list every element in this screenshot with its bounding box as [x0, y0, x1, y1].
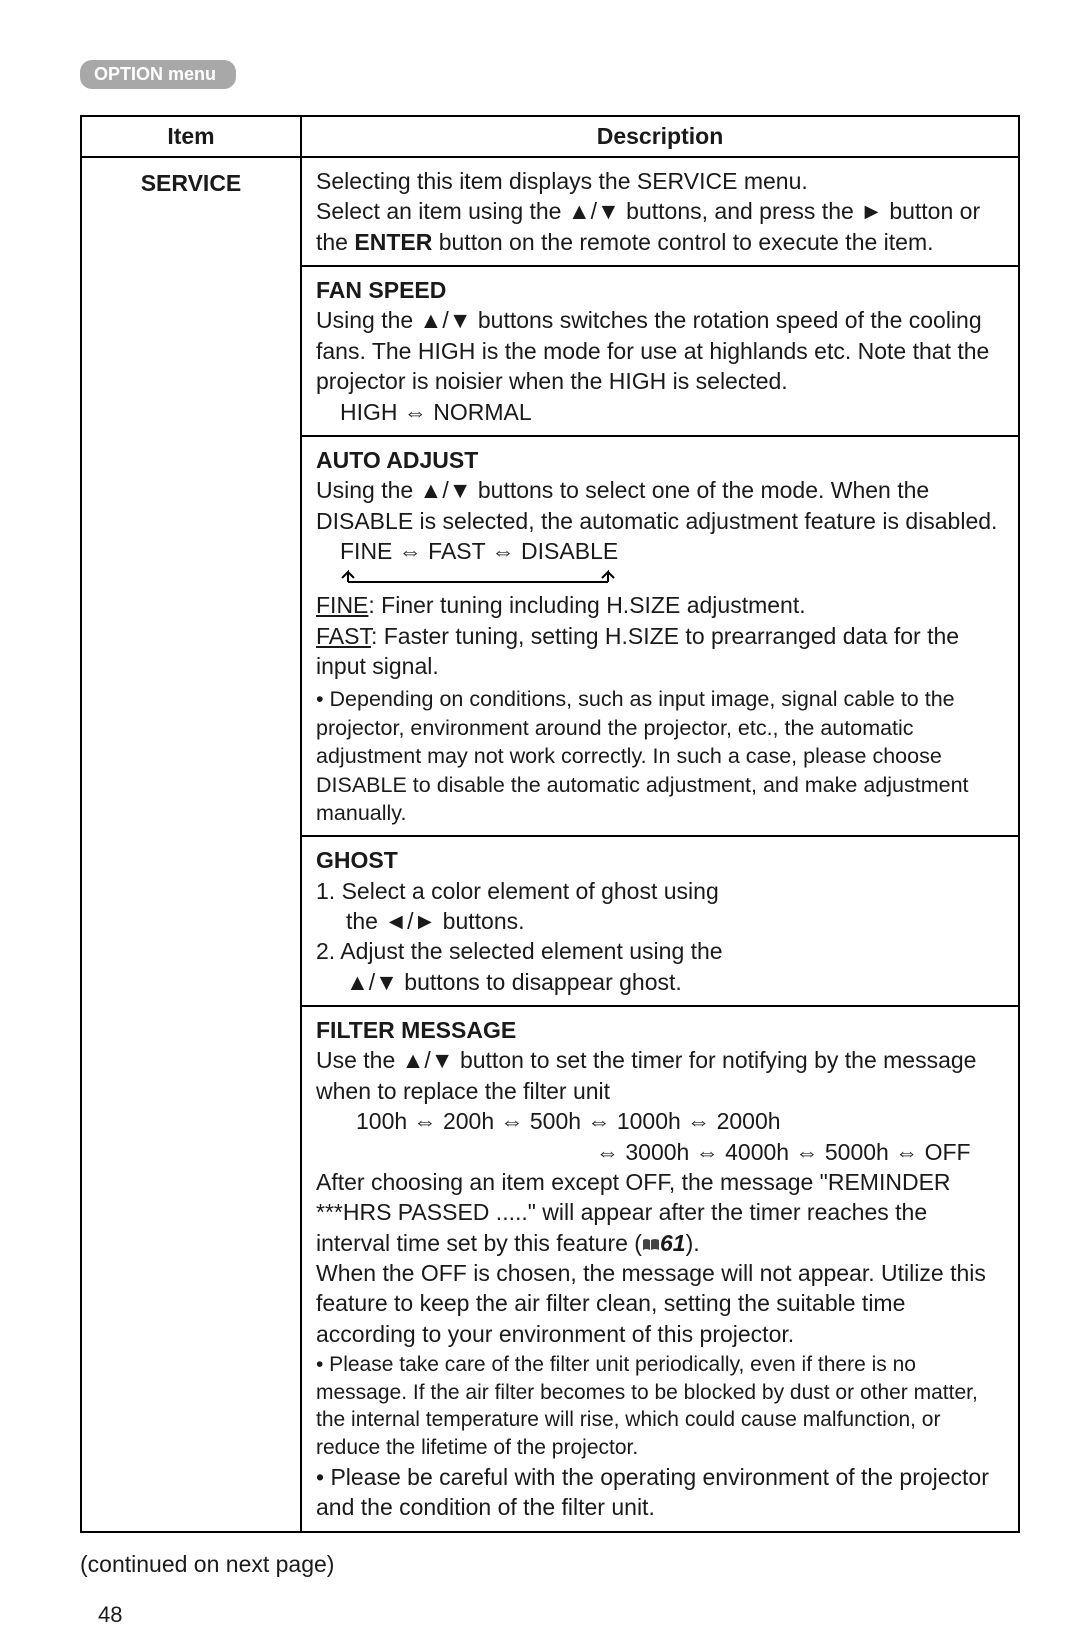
auto-adjust-modes: FINE ⇔ FAST ⇔ DISABLE	[316, 536, 1004, 566]
auto-adjust-body1: Using the ▲/▼ buttons to select one of t…	[316, 475, 1004, 536]
filter-options-line2: ⇔ 3000h ⇔ 4000h ⇔ 5000h ⇔ OFF	[316, 1137, 1004, 1167]
fan-speed-section: FAN SPEED Using the ▲/▼ buttons switches…	[302, 267, 1018, 437]
intro-line1: Selecting this item displays the SERVICE…	[316, 168, 808, 194]
filter-body2b: ).	[686, 1230, 700, 1256]
ghost-line1b: the ◄/► buttons.	[316, 906, 1004, 936]
description-cell: Selecting this item displays the SERVICE…	[301, 157, 1019, 1532]
filter-body1: Use the ▲/▼ button to set the timer for …	[316, 1045, 1004, 1106]
auto-fine-line: FINE: Finer tuning including H.SIZE adju…	[316, 590, 1004, 620]
page-number: 48	[98, 1602, 1020, 1628]
auto-adjust-title: AUTO ADJUST	[316, 445, 1004, 475]
continued-label: (continued on next page)	[80, 1551, 1020, 1578]
ghost-line2: 2. Adjust the selected element using the	[316, 936, 1004, 966]
filter-message-section: FILTER MESSAGE Use the ▲/▼ button to set…	[302, 1007, 1018, 1531]
enter-label: ENTER	[354, 229, 432, 255]
fine-text: : Finer tuning including H.SIZE adjustme…	[368, 592, 805, 618]
loop-arrow-icon	[338, 568, 618, 586]
filter-note2: • Please be careful with the operating e…	[316, 1462, 1004, 1523]
auto-adjust-note: • Depending on conditions, such as input…	[316, 685, 1004, 827]
ghost-title: GHOST	[316, 845, 1004, 875]
filter-body2: After choosing an item except OFF, the m…	[316, 1167, 1004, 1258]
filter-ref: 61	[660, 1230, 686, 1256]
filter-note1: • Please take care of the filter unit pe…	[316, 1351, 1004, 1462]
filter-body3: When the OFF is chosen, the message will…	[316, 1258, 1004, 1349]
ghost-section: GHOST 1. Select a color element of ghost…	[302, 837, 1018, 1007]
fan-speed-modes: HIGH ⇔ NORMAL	[316, 397, 1004, 427]
service-row: SERVICE Selecting this item displays the…	[81, 157, 1019, 1532]
fan-speed-body: Using the ▲/▼ buttons switches the rotat…	[316, 305, 1004, 396]
fan-speed-title: FAN SPEED	[316, 275, 1004, 305]
col-header-item: Item	[81, 116, 301, 157]
fast-text: : Faster tuning, setting H.SIZE to prear…	[316, 623, 959, 679]
option-table: Item Description SERVICE Selecting this …	[80, 115, 1020, 1533]
filter-body2a: After choosing an item except OFF, the m…	[316, 1169, 951, 1256]
auto-adjust-section: AUTO ADJUST Using the ▲/▼ buttons to sel…	[302, 437, 1018, 837]
option-menu-badge: OPTION menu	[80, 60, 236, 89]
ghost-line1: 1. Select a color element of ghost using	[316, 876, 1004, 906]
filter-title: FILTER MESSAGE	[316, 1015, 1004, 1045]
book-icon	[642, 1229, 660, 1243]
item-label: SERVICE	[81, 157, 301, 1532]
fast-label: FAST	[316, 623, 371, 649]
fine-label: FINE	[316, 592, 368, 618]
intro-line3: button on the remote control to execute …	[432, 229, 933, 255]
col-header-description: Description	[301, 116, 1019, 157]
intro-section: Selecting this item displays the SERVICE…	[302, 158, 1018, 267]
ghost-line2b: ▲/▼ buttons to disappear ghost.	[316, 967, 1004, 997]
filter-options-line1: 100h ⇔ 200h ⇔ 500h ⇔ 1000h ⇔ 2000h	[316, 1106, 1004, 1136]
auto-fast-line: FAST: Faster tuning, setting H.SIZE to p…	[316, 621, 1004, 682]
header-row: Item Description	[81, 116, 1019, 157]
